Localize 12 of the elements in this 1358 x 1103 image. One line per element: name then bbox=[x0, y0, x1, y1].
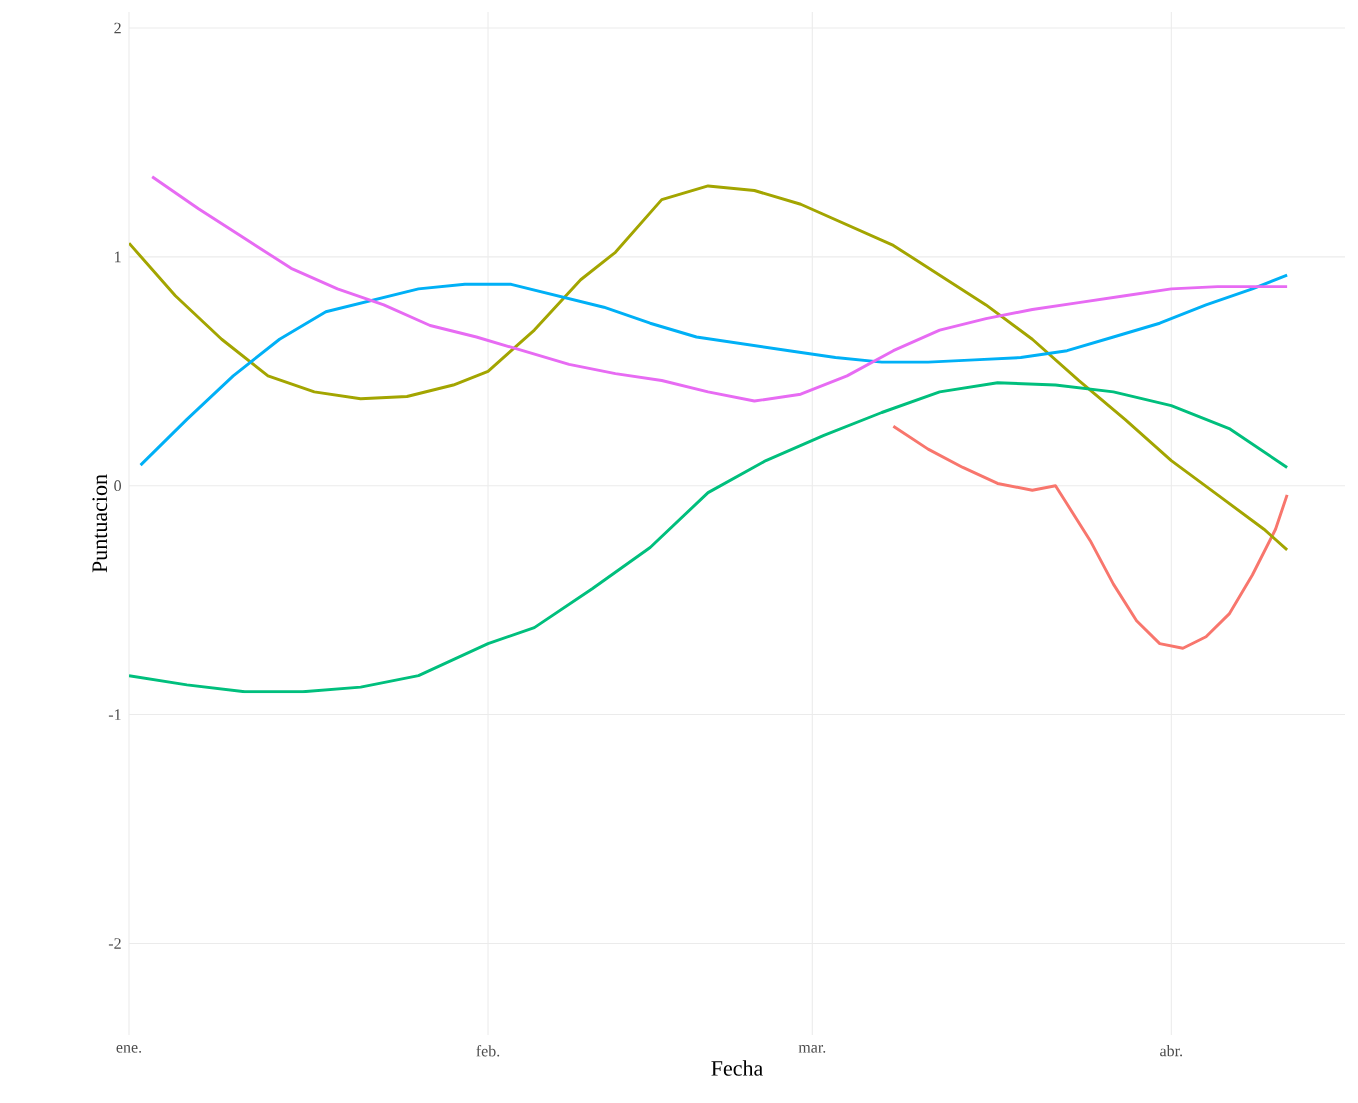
x-tick-label: mar. bbox=[798, 1045, 826, 1053]
x-tick-label: feb. bbox=[476, 1045, 500, 1057]
y-tick-label: 2 bbox=[114, 22, 121, 34]
x-tick-label: abr. bbox=[1160, 1045, 1183, 1057]
y-tick-label: -1 bbox=[108, 709, 121, 720]
x-tick-label: ene. bbox=[116, 1045, 142, 1053]
x-axis-title: Fecha bbox=[711, 1060, 763, 1076]
y-tick-label: -2 bbox=[108, 938, 121, 949]
y-tick-label: 1 bbox=[115, 251, 121, 263]
line-series bbox=[891, 424, 1289, 650]
y-tick-label: 0 bbox=[114, 480, 122, 492]
y-axis-title: Puntuacion bbox=[92, 474, 108, 573]
